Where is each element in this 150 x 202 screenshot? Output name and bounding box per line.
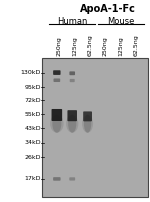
Ellipse shape: [82, 115, 93, 133]
Ellipse shape: [84, 115, 91, 133]
FancyBboxPatch shape: [53, 70, 61, 75]
FancyBboxPatch shape: [54, 78, 60, 82]
Text: 130kD: 130kD: [21, 70, 41, 75]
Text: 95kD: 95kD: [24, 85, 41, 90]
Text: 26kD: 26kD: [24, 155, 41, 160]
Text: 125ng: 125ng: [118, 36, 123, 56]
Text: 62.5ng: 62.5ng: [134, 34, 139, 56]
Bar: [42, 58, 148, 197]
FancyBboxPatch shape: [70, 79, 75, 82]
FancyBboxPatch shape: [53, 177, 61, 181]
Ellipse shape: [68, 115, 76, 133]
Text: Mouse: Mouse: [108, 17, 135, 26]
FancyBboxPatch shape: [69, 177, 75, 181]
Text: 55kD: 55kD: [25, 112, 41, 117]
Text: 125ng: 125ng: [72, 36, 77, 56]
FancyBboxPatch shape: [69, 71, 75, 75]
Text: 72kD: 72kD: [24, 98, 41, 103]
FancyBboxPatch shape: [52, 109, 62, 121]
Text: 250ng: 250ng: [103, 36, 108, 56]
Text: 34kD: 34kD: [24, 140, 41, 145]
Ellipse shape: [52, 115, 61, 133]
Text: 17kD: 17kD: [24, 176, 41, 181]
Text: 62.5ng: 62.5ng: [88, 34, 93, 56]
FancyBboxPatch shape: [83, 112, 92, 121]
Text: 250ng: 250ng: [57, 36, 62, 56]
Text: Human: Human: [57, 17, 87, 26]
Text: 43kD: 43kD: [24, 126, 41, 131]
Ellipse shape: [66, 115, 78, 133]
Ellipse shape: [50, 115, 64, 133]
FancyBboxPatch shape: [68, 110, 77, 121]
Text: ApoA-1-Fc: ApoA-1-Fc: [80, 4, 136, 14]
